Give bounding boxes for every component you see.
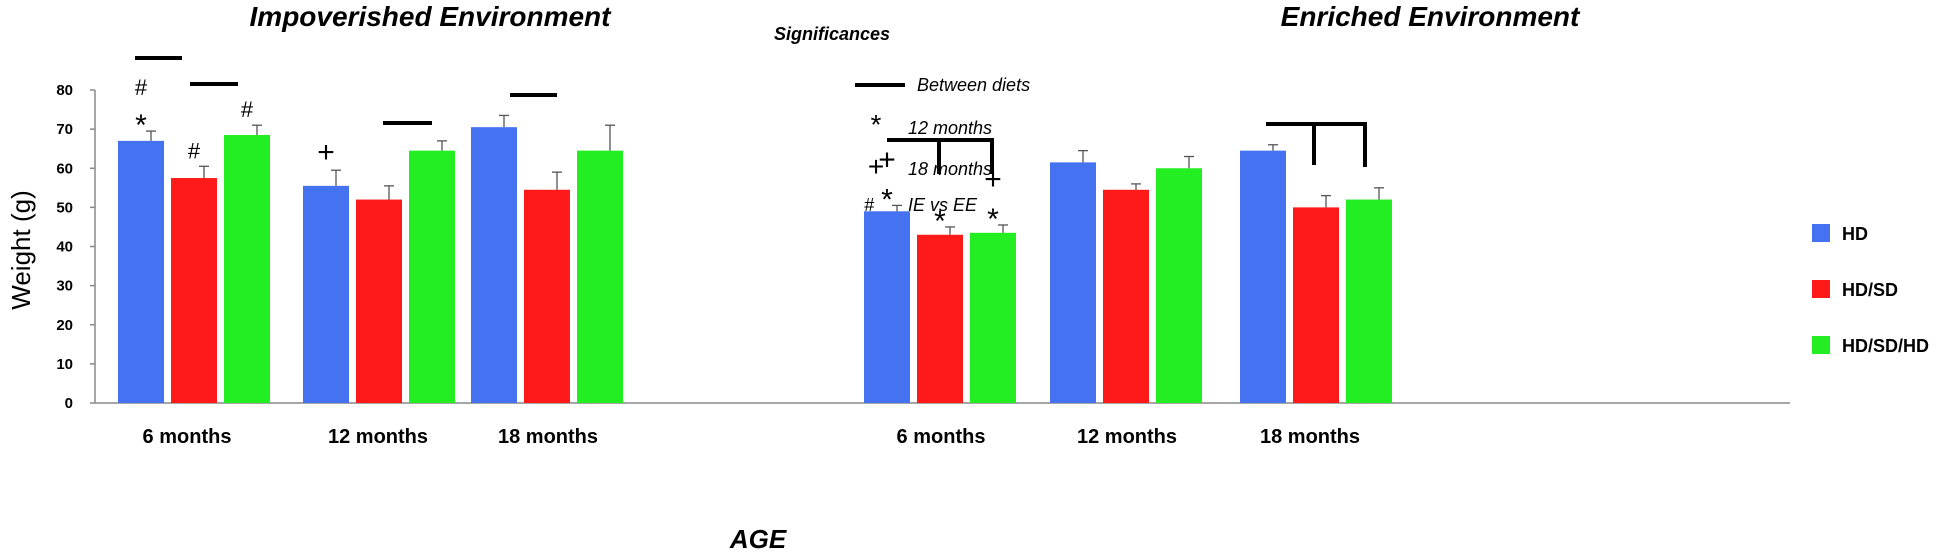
bar [303,185,349,403]
category-label: 12 months [328,426,428,448]
legend-swatch-hd-sd-hd [1812,336,1830,354]
bar [356,199,402,403]
bar [864,211,910,403]
bar [409,150,455,403]
legend-label-18-months: 18 months [908,159,992,179]
significance-legend: Significances Between diets * 12 months … [774,24,1030,215]
significance-marker: # [135,75,148,100]
significance-marker: + [317,136,335,169]
y-axis-label: Weight (g) [6,190,36,309]
bar [917,234,963,403]
significance-marker: * [934,205,946,238]
bar [1293,207,1339,403]
bar [224,134,270,403]
category-label: 6 months [143,426,232,448]
bar [1103,189,1149,403]
y-tick-label: 30 [56,278,73,295]
x-axis-label: AGE [729,524,787,554]
legend-label-hd-sd-hd: HD/SD/HD [1842,336,1929,356]
bar [970,232,1016,403]
y-tick-label: 40 [56,239,73,256]
legend-symbol-hash: # [864,195,875,215]
legend-symbol-asterisk: * [871,109,882,140]
y-tick-label: 80 [56,82,73,99]
significance-marker: # [188,138,201,163]
bar [1050,162,1096,403]
bar [1346,199,1392,403]
y-tick-label: 0 [65,395,73,412]
significance-marker: + [878,143,896,176]
legend-label-hd-sd: HD/SD [1842,280,1898,300]
series-legend: HD HD/SD HD/SD/HD [1812,224,1929,356]
category-label: 12 months [1077,426,1177,448]
y-tick-label: 70 [56,121,73,138]
bar [1240,150,1286,403]
y-tick-label: 10 [56,356,73,373]
significance-marker: * [881,183,893,216]
significance-marker: * [987,203,999,236]
legend-label-between-diets: Between diets [917,75,1030,95]
y-tick-label: 50 [56,199,73,216]
y-tick-label: 20 [56,317,73,334]
bar [471,127,517,403]
category-label: 18 months [498,426,598,448]
significance-legend-title: Significances [774,24,890,44]
category-label: 18 months [1260,426,1360,448]
bar [524,189,570,403]
legend-label-hd: HD [1842,224,1868,244]
significance-marker: * [135,109,147,142]
panel-title-impoverished: Impoverished Environment [250,1,613,32]
legend-swatch-hd-sd [1812,280,1830,298]
legend-label-ie-vs-ee: IE vs EE [908,195,978,215]
bar [118,140,164,404]
legend-label-12-months: 12 months [908,118,992,138]
significance-marker: # [241,97,254,122]
category-label: 6 months [897,426,986,448]
legend-symbol-plus: + [868,151,884,182]
significance-bracket [887,138,994,174]
significance-marker: + [984,163,1002,196]
significance-bracket [1266,122,1367,167]
y-tick-label: 60 [56,160,73,177]
bar [1156,168,1202,403]
panel-title-enriched: Enriched Environment [1281,1,1581,32]
plot-area: 0 10 20 30 40 50 60 70 80 6 months 12 months 18 mon… [56,56,1790,448]
bar [171,178,217,403]
legend-swatch-hd [1812,224,1830,242]
bar [577,150,623,403]
